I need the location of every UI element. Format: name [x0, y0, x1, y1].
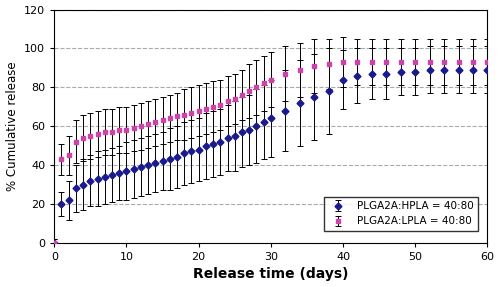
X-axis label: Release time (days): Release time (days): [193, 267, 348, 282]
Y-axis label: % Cumulative release: % Cumulative release: [6, 61, 18, 191]
Legend: PLGA2A:HPLA = 40:80, PLGA2A:LPLA = 40:80: PLGA2A:HPLA = 40:80, PLGA2A:LPLA = 40:80: [324, 197, 478, 231]
